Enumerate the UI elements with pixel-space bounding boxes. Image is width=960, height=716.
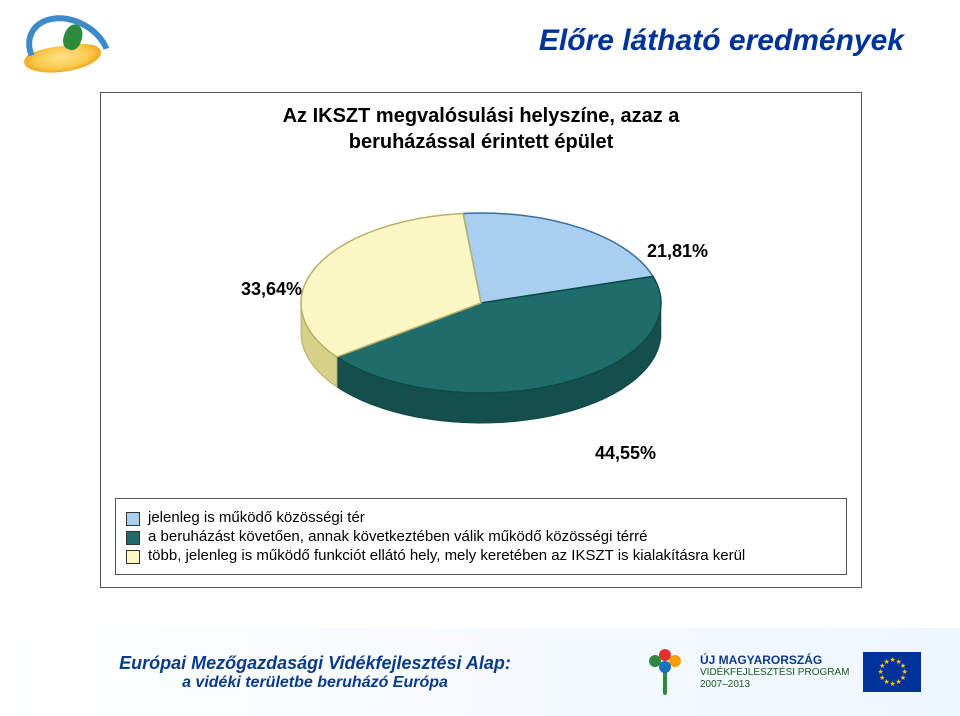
slide: Előre látható eredmények Az IKSZT megval… (0, 0, 960, 716)
umvp-line3: 2007–2013 (700, 679, 750, 690)
legend-text-1: a beruházást követően, annak következtéb… (148, 528, 836, 545)
project-logo (18, 18, 108, 88)
pie-chart (101, 183, 861, 463)
footer-text: Európai Mezőgazdasági Vidékfejlesztési A… (0, 653, 630, 692)
chart-title-line2: beruházással érintett épület (349, 131, 614, 153)
legend-swatch-2 (126, 550, 140, 564)
legend-item: több, jelenleg is működő funkciót ellátó… (126, 547, 836, 564)
legend-item: jelenleg is működő közösségi tér (126, 509, 836, 526)
legend-text-0: jelenleg is működő közösségi tér (148, 509, 836, 526)
umvp-line1: ÚJ MAGYARORSZÁG (700, 653, 849, 667)
pct-label-2: 33,64% (241, 279, 302, 300)
slide-title-text: Előre látható eredmények (539, 24, 904, 57)
footer: Európai Mezőgazdasági Vidékfejlesztési A… (0, 628, 960, 716)
pct-label-0: 21,81% (647, 241, 708, 262)
legend: jelenleg is működő közösségi tér a beruh… (115, 498, 847, 575)
umvp-text: ÚJ MAGYARORSZÁG VIDÉKFEJLESZTÉSI PROGRAM… (700, 653, 849, 691)
footer-right: ÚJ MAGYARORSZÁG VIDÉKFEJLESZTÉSI PROGRAM… (700, 652, 960, 692)
legend-text-2: több, jelenleg is működő funkciót ellátó… (148, 547, 836, 564)
pct-label-1: 44,55% (595, 443, 656, 464)
chart-title: Az IKSZT megvalósulási helyszíne, azaz a… (101, 103, 861, 155)
flower-icon (630, 649, 700, 695)
legend-swatch-1 (126, 531, 140, 545)
footer-line2: a vidéki területbe beruházó Európa (0, 674, 630, 692)
footer-line1: Európai Mezőgazdasági Vidékfejlesztési A… (0, 653, 630, 674)
legend-swatch-0 (126, 512, 140, 526)
chart-title-line1: Az IKSZT megvalósulási helyszíne, azaz a (283, 105, 680, 127)
chart-container: Az IKSZT megvalósulási helyszíne, azaz a… (100, 92, 862, 588)
slide-title: Előre látható eredmények (539, 24, 904, 58)
umvp-line2: VIDÉKFEJLESZTÉSI PROGRAM (700, 667, 849, 678)
legend-item: a beruházást követően, annak következtéb… (126, 528, 836, 545)
pie-svg (241, 183, 721, 443)
eu-flag-icon: ★★★★★★★★★★★★ (863, 652, 921, 692)
